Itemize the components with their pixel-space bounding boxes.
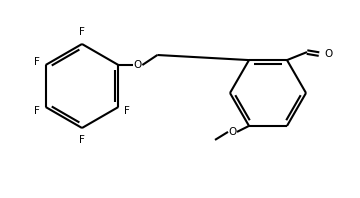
Text: F: F — [34, 106, 40, 115]
Text: O: O — [133, 60, 141, 70]
Text: F: F — [79, 135, 85, 145]
Text: F: F — [125, 106, 130, 115]
Text: O: O — [229, 127, 237, 137]
Text: O: O — [324, 49, 332, 59]
Text: F: F — [79, 27, 85, 37]
Text: F: F — [34, 56, 40, 67]
